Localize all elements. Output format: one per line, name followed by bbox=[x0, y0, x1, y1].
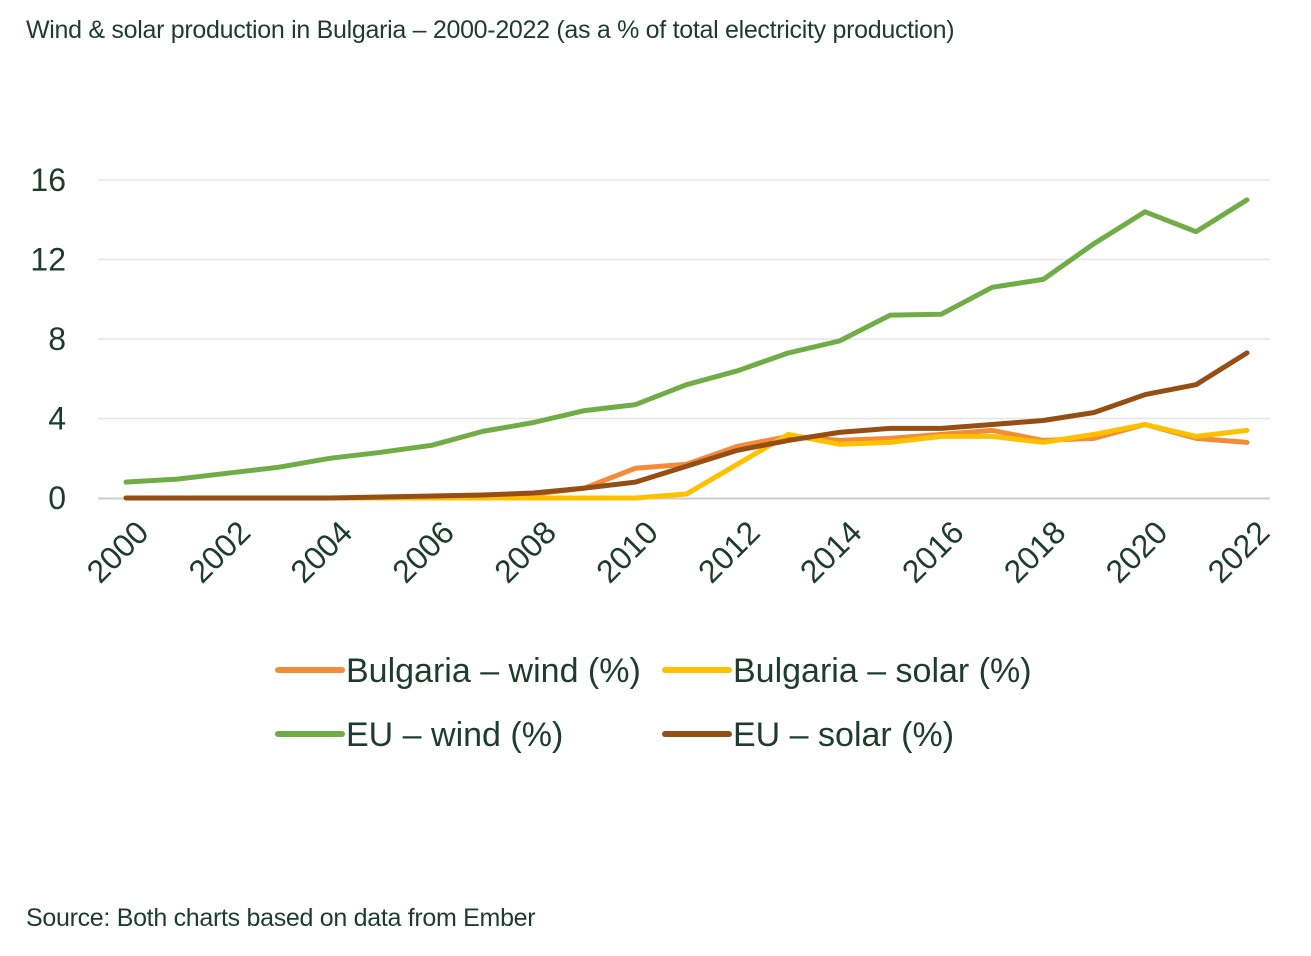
legend-label-1: Bulgaria – solar (%) bbox=[733, 652, 1032, 690]
x-tick-label: 2004 bbox=[283, 514, 359, 590]
axes: 0 4 8 12 16 2000 2002 2004 2006 2008 2010 2012 2014 2… bbox=[30, 162, 1276, 590]
x-tick-label: 2008 bbox=[487, 514, 563, 590]
series-lines bbox=[123, 197, 1250, 501]
legend-label-2: EU – wind (%) bbox=[346, 716, 563, 754]
y-tick-label: 12 bbox=[30, 242, 66, 278]
x-tick-label: 2006 bbox=[385, 514, 461, 590]
legend: Bulgaria – wind (%) Bulgaria – solar (%) E… bbox=[275, 652, 1032, 754]
x-tick-label: 2014 bbox=[793, 514, 869, 590]
x-tick-label: 2022 bbox=[1201, 514, 1277, 590]
source-note: Source: Both charts based on data from E… bbox=[26, 904, 536, 932]
x-tick-label: 2002 bbox=[181, 514, 257, 590]
y-tick-label: 0 bbox=[48, 480, 66, 516]
y-tick-label: 4 bbox=[48, 401, 66, 437]
x-tick-label: 2016 bbox=[895, 514, 971, 590]
legend-label-0: Bulgaria – wind (%) bbox=[346, 652, 641, 690]
x-tick-label: 2018 bbox=[997, 514, 1073, 590]
x-tick-label: 2012 bbox=[691, 514, 767, 590]
series-line-1 bbox=[123, 422, 1250, 501]
y-tick-label: 16 bbox=[30, 162, 66, 198]
x-tick-label: 2010 bbox=[589, 514, 665, 590]
x-tick-label: 2020 bbox=[1099, 514, 1175, 590]
chart-title: Wind & solar production in Bulgaria – 20… bbox=[26, 16, 955, 44]
series-line-2 bbox=[123, 197, 1250, 485]
gridlines bbox=[98, 179, 1270, 420]
x-tick-label: 2000 bbox=[80, 514, 156, 590]
series-line-3 bbox=[123, 350, 1250, 501]
legend-label-3: EU – solar (%) bbox=[733, 716, 954, 754]
y-tick-label: 8 bbox=[48, 321, 66, 357]
